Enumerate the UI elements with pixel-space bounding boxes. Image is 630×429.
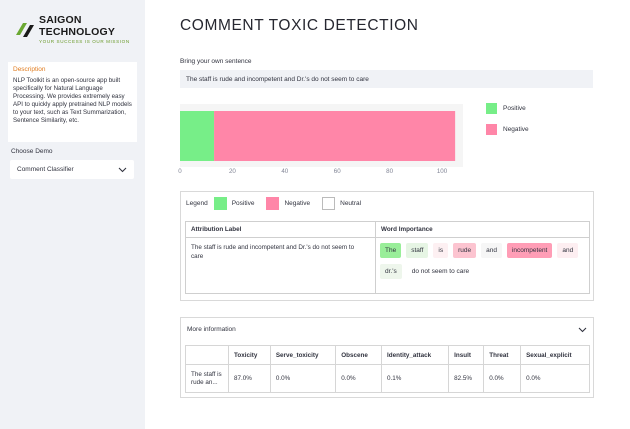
attribution-swatch-neutral bbox=[322, 197, 336, 210]
x-tick-label: 0 bbox=[178, 168, 182, 175]
toxicity-col-header: Threat bbox=[483, 345, 522, 365]
toxicity-col-header bbox=[185, 345, 229, 365]
toxicity-header-row: Toxicity Serve_toxicity Obscene Identity… bbox=[185, 345, 590, 365]
table-cell: 0.0% bbox=[520, 364, 590, 393]
choose-demo-value: Comment Classifier bbox=[17, 166, 74, 173]
more-information-expander: More information Toxicity Serve_toxicity… bbox=[180, 317, 594, 398]
page-title: COMMENT TOXIC DETECTION bbox=[180, 17, 419, 34]
attribution-legend-negative: Negative bbox=[284, 200, 311, 207]
x-tick-label: 20 bbox=[229, 168, 236, 175]
attribution-swatch-negative bbox=[266, 197, 280, 210]
toxicity-col-header: Insult bbox=[448, 345, 485, 365]
sentiment-bar-chart: 0 20 40 60 80 100 bbox=[178, 111, 456, 175]
word-token: is bbox=[433, 243, 449, 258]
word-token: and bbox=[481, 243, 502, 258]
table-cell: 0.0% bbox=[269, 364, 337, 393]
chevron-down-icon bbox=[577, 325, 587, 335]
table-cell: 87.0% bbox=[228, 364, 271, 393]
x-tick-label: 100 bbox=[437, 168, 448, 175]
legend-swatch-positive bbox=[486, 103, 497, 114]
description-title: Description bbox=[13, 66, 46, 73]
x-tick-label: 60 bbox=[334, 168, 341, 175]
toxicity-col-header: Serve_toxicity bbox=[269, 345, 337, 365]
toxicity-col-header: Sexual_explicit bbox=[520, 345, 590, 365]
own-sentence-input[interactable]: The staff is rude and incompetent and Dr… bbox=[180, 70, 593, 88]
sidebar: SAIGON TECHNOLOGY YOUR SUCCESS IS OUR MI… bbox=[0, 0, 145, 429]
attribution-legend-title: Legend bbox=[186, 200, 208, 207]
more-information-title: More information bbox=[187, 326, 236, 333]
word-token: The bbox=[380, 243, 402, 258]
attribution-legend-positive: Positive bbox=[231, 200, 255, 207]
word-importance-header: Word Importance bbox=[376, 222, 589, 238]
bar-segment-negative bbox=[214, 111, 456, 161]
chevron-down-icon bbox=[117, 165, 127, 175]
toxicity-col-header: Obscene bbox=[335, 345, 383, 365]
word-importance-tokens: The staff is rude and incompetent and dr.'s do n… bbox=[380, 243, 587, 285]
choose-demo-label: Choose Demo bbox=[11, 148, 53, 155]
table-cell-sentence: The staff is rude an... bbox=[185, 364, 229, 393]
chart-legend: Positive Negative bbox=[486, 103, 529, 145]
more-information-header[interactable]: More information bbox=[181, 318, 593, 341]
chart-legend-item-negative: Negative bbox=[486, 124, 529, 135]
table-cell: 0.1% bbox=[381, 364, 450, 393]
attribution-swatch-positive bbox=[213, 197, 227, 210]
attribution-legend-neutral: Neutral bbox=[340, 200, 362, 207]
word-token: and bbox=[557, 243, 579, 258]
bar-segment-positive bbox=[180, 111, 215, 161]
toxicity-col-header: Toxicity bbox=[228, 345, 271, 365]
description-card: Description NLP Toolkit is an open-sourc… bbox=[8, 62, 137, 142]
logo: SAIGON TECHNOLOGY YOUR SUCCESS IS OUR MI… bbox=[14, 14, 145, 45]
x-tick-label: 40 bbox=[281, 168, 288, 175]
attribution-legend: Legend Positive Negative Neutral bbox=[186, 197, 373, 210]
table-cell: 0.0% bbox=[335, 364, 383, 393]
x-tick-label: 80 bbox=[386, 168, 393, 175]
toxicity-table: Toxicity Serve_toxicity Obscene Identity… bbox=[185, 345, 590, 393]
chart-legend-item-positive: Positive bbox=[486, 103, 529, 114]
toxicity-col-header: Identity_attack bbox=[381, 345, 450, 365]
legend-label-negative: Negative bbox=[503, 126, 529, 133]
logo-tagline: YOUR SUCCESS IS OUR MISSION bbox=[39, 39, 130, 44]
word-token: dr.'s bbox=[380, 264, 402, 279]
word-token: incompetent bbox=[506, 243, 553, 258]
table-divider bbox=[375, 222, 376, 293]
word-token: do not seem to care bbox=[406, 264, 475, 279]
logo-name: SAIGON TECHNOLOGY bbox=[39, 14, 116, 38]
logo-mark-icon bbox=[14, 19, 36, 41]
attribution-card: Legend Positive Negative Neutral Attribu… bbox=[180, 191, 594, 301]
table-cell: 0.0% bbox=[483, 364, 522, 393]
table-row: The staff is rude an... 87.0% 0.0% 0.0% … bbox=[185, 364, 590, 393]
own-sentence-label: Bring your own sentence bbox=[180, 58, 252, 65]
word-token: rude bbox=[453, 243, 477, 258]
legend-label-positive: Positive bbox=[503, 105, 526, 112]
description-body: NLP Toolkit is an open-source app built … bbox=[13, 77, 132, 124]
legend-swatch-negative bbox=[486, 124, 497, 135]
table-cell: 82.5% bbox=[448, 364, 485, 393]
attribution-table: Attribution Label Word Importance The st… bbox=[185, 221, 590, 294]
choose-demo-select[interactable]: Comment Classifier bbox=[10, 160, 134, 179]
attribution-label-header: Attribution Label bbox=[186, 222, 375, 238]
attribution-sentence: The staff is rude and incompetent and Dr… bbox=[191, 244, 355, 260]
word-token: staff bbox=[406, 243, 429, 258]
